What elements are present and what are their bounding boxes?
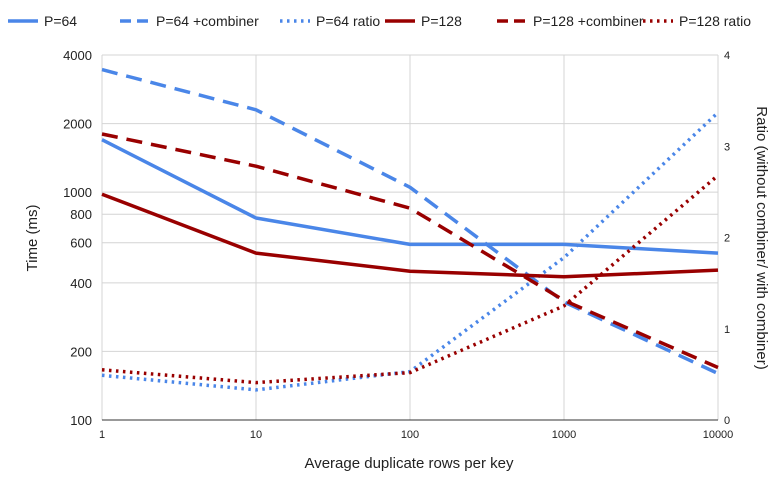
- gridlines: [101, 54, 719, 421]
- y2-tick-label: 2: [724, 233, 730, 245]
- legend-label-p-128-combiner: P=128 +combiner: [533, 13, 644, 29]
- y-axis-title: Time (ms): [24, 205, 41, 272]
- x-tick-label: 10: [250, 429, 262, 441]
- y-tick-label: 800: [70, 207, 92, 222]
- y-tick-label: 100: [70, 413, 92, 428]
- y-tick-label: 600: [70, 236, 92, 251]
- series-line-p-64: [101, 138, 719, 255]
- series-lines: [101, 67, 720, 392]
- legend-label-p-64-combiner: P=64 +combiner: [156, 13, 259, 29]
- y2-axis-title: Ratio (without combiner/ with combiner): [753, 106, 770, 369]
- y-axis-tick-labels: 100 200 400 600 800 1000 2000 4000: [63, 48, 92, 428]
- legend: P=64 P=64 +combiner P=64 ratio P=128 P=128 +…: [8, 13, 751, 29]
- y-tick-label: 4000: [63, 48, 92, 63]
- x-axis-title: Average duplicate rows per key: [304, 455, 514, 472]
- y2-tick-label: 4: [724, 50, 730, 62]
- y-tick-label: 400: [70, 276, 92, 291]
- y-tick-label: 2000: [63, 117, 92, 132]
- series-line-p-64-combiner: [101, 67, 719, 376]
- y2-axis-tick-labels: 0 1 2 3 4: [724, 50, 730, 427]
- y2-tick-label: 0: [724, 415, 730, 427]
- series-line-p-128-ratio: [101, 174, 720, 385]
- legend-label-p-64-ratio: P=64 ratio: [316, 13, 380, 29]
- y2-tick-label: 3: [724, 141, 730, 153]
- series-line-p-128-combiner: [101, 132, 719, 370]
- x-tick-label: 10000: [703, 429, 734, 441]
- legend-label-p-128-ratio: P=128 ratio: [679, 13, 751, 29]
- legend-label-p-64: P=64: [44, 13, 77, 29]
- series-line-p-128: [101, 192, 719, 279]
- x-axis-tick-labels: 1 10 100 1000 10000: [99, 429, 733, 441]
- x-tick-label: 100: [401, 429, 419, 441]
- y-tick-label: 1000: [63, 185, 92, 200]
- y2-tick-label: 1: [724, 324, 730, 336]
- legend-label-p-128: P=128: [421, 13, 462, 29]
- y-tick-label: 200: [70, 344, 92, 359]
- x-tick-label: 1: [99, 429, 105, 441]
- x-tick-label: 1000: [552, 429, 576, 441]
